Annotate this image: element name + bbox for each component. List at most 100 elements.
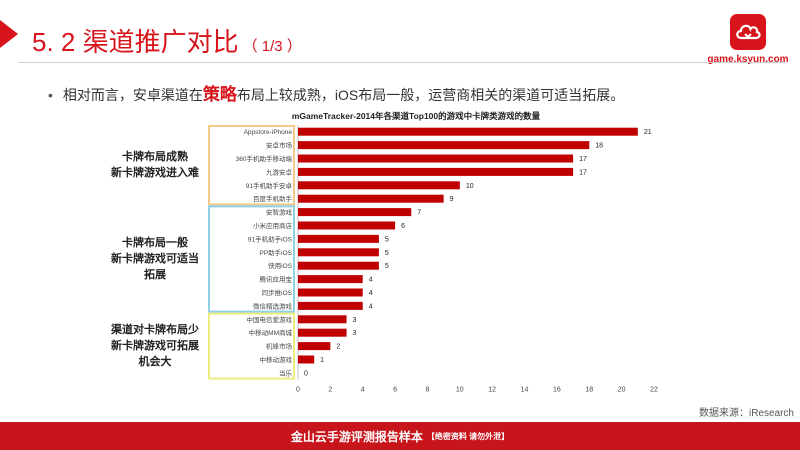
group-label-line: 卡牌布局成熟 — [122, 151, 188, 164]
group-label-line: 机会大 — [138, 356, 172, 369]
bar — [298, 275, 363, 284]
value-label: 5 — [385, 263, 389, 270]
bar — [298, 141, 590, 150]
x-tick-label: 22 — [650, 387, 658, 394]
value-label: 5 — [385, 236, 389, 243]
value-label: 21 — [644, 129, 652, 136]
summary-bullet: • 相对而言，安卓渠道在策略布局上较成熟，iOS布局一般，运营商相关的渠道可适当拓… — [48, 80, 624, 105]
category-label: 百度手机助手 — [253, 194, 293, 203]
bar — [298, 315, 347, 324]
bar — [298, 154, 574, 163]
category-label: 安智游戏 — [266, 208, 293, 217]
group-label-mature: 卡牌布局成熟 新卡牌游戏进入难 — [100, 149, 210, 181]
category-label: 九游安卓 — [266, 167, 293, 176]
x-tick-label: 20 — [618, 387, 626, 394]
category-label: 安卓市场 — [266, 141, 293, 150]
group-label-line: 新卡牌游戏进入难 — [111, 167, 199, 180]
category-label: 小米应用商店 — [253, 221, 293, 230]
group-label-line: 新卡牌游戏可拓展 — [111, 340, 199, 353]
data-source-note: 数据来源：iResearch — [698, 408, 794, 419]
value-label: 4 — [369, 290, 373, 297]
group-label-line: 新卡牌游戏可适当 — [111, 253, 199, 265]
group-label-line: 渠道对卡牌布局少 — [111, 324, 199, 337]
group-label-line: 拓展 — [144, 269, 166, 281]
group-label-moderate: 卡牌布局一般 新卡牌游戏可适当 拓展 — [100, 235, 210, 283]
bar — [298, 167, 574, 176]
category-label: 中移动MM商城 — [249, 328, 293, 337]
x-tick-label: 12 — [488, 387, 496, 394]
bar — [298, 234, 379, 243]
category-label: 中国电信爱游戏 — [247, 315, 293, 324]
header-divider — [18, 62, 786, 63]
value-label: 5 — [385, 250, 389, 257]
category-label: 91手机助手安卓 — [246, 181, 293, 190]
value-label: 6 — [401, 223, 405, 230]
x-tick-label: 16 — [553, 387, 561, 394]
bar — [298, 355, 315, 364]
category-label: 360手机助手移动端 — [236, 154, 293, 163]
bullet-emphasis: 策略 — [202, 85, 237, 104]
bar — [298, 248, 379, 257]
page-title-text: 5. 2 渠道推广对比 — [32, 27, 239, 57]
category-label: 中移动游戏 — [260, 355, 293, 364]
bar — [298, 127, 638, 136]
group-box-2 — [208, 312, 295, 380]
page-part-indicator: （ 1/3 ） — [242, 38, 302, 55]
bar — [298, 208, 412, 217]
value-label: 7 — [417, 210, 421, 217]
value-label: 10 — [466, 183, 474, 190]
value-label: 17 — [579, 156, 587, 163]
bar — [298, 221, 396, 230]
x-tick-label: 4 — [361, 387, 365, 394]
page-title: 5. 2 渠道推广对比（ 1/3 ） — [32, 26, 302, 63]
ksyun-logo: game.ksyun.com — [703, 14, 793, 65]
value-label: 18 — [595, 143, 603, 150]
category-label: 91手机助手iOS — [248, 234, 293, 243]
category-label: 微信精选游戏 — [253, 301, 293, 310]
bar — [298, 194, 444, 203]
value-label: 4 — [369, 303, 373, 310]
category-label: Appstore-iPhone — [244, 129, 293, 136]
bullet-text-after: 布局上较成熟，iOS布局一般，运营商相关的渠道可适当拓展。 — [236, 87, 625, 103]
footer-confidential-note: 【绝密资料 请勿外泄】 — [426, 431, 510, 441]
category-label: PP助手iOS — [259, 248, 292, 257]
x-tick-label: 0 — [296, 387, 300, 394]
value-label: 3 — [353, 330, 357, 337]
category-label: 当乐 — [279, 368, 293, 377]
bar — [298, 342, 331, 351]
category-label: 快用iOS — [268, 261, 293, 270]
bar — [298, 301, 363, 310]
x-tick-label: 6 — [393, 387, 397, 394]
group-label-line: 卡牌布局一般 — [122, 237, 188, 249]
bar — [298, 261, 379, 270]
category-label: 腾讯应用宝 — [260, 275, 293, 284]
value-label: 2 — [336, 344, 340, 351]
title-accent-marker — [0, 20, 18, 48]
value-label: 17 — [579, 169, 587, 176]
value-label: 1 — [320, 357, 324, 364]
bullet-dot: • — [48, 87, 53, 103]
value-label: 9 — [450, 196, 454, 203]
cloud-logo-icon — [730, 14, 766, 50]
bar — [298, 181, 460, 190]
x-tick-label: 8 — [426, 387, 430, 394]
chart-title: mGameTracker-2014年各渠道Top100的游戏中卡牌类游戏的数量 — [292, 111, 541, 121]
x-tick-label: 14 — [521, 387, 529, 394]
category-label: 机锋市场 — [266, 342, 293, 351]
bar — [298, 328, 347, 337]
footer-text: 金山云手游评测报告样本 — [290, 429, 423, 444]
x-tick-label: 10 — [456, 387, 464, 394]
group-box-1 — [208, 205, 295, 313]
x-tick-label: 2 — [328, 387, 332, 394]
group-box-0 — [208, 125, 295, 206]
footer-bar: 金山云手游评测报告样本 【绝密资料 请勿外泄】 — [0, 422, 800, 450]
bar — [298, 288, 363, 297]
value-label: 4 — [369, 277, 373, 284]
group-label-opportunity: 渠道对卡牌布局少 新卡牌游戏可拓展 机会大 — [100, 322, 210, 370]
value-label: 3 — [353, 317, 357, 324]
category-label: 同步推iOS — [262, 288, 293, 297]
value-label: 0 — [304, 370, 308, 377]
logo-site-text: game.ksyun.com — [707, 54, 789, 65]
x-tick-label: 18 — [585, 387, 593, 394]
